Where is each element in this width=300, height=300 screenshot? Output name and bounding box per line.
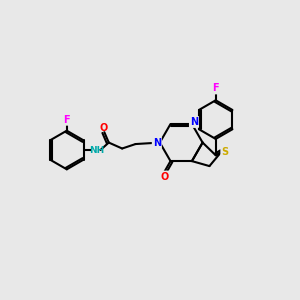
Text: NH: NH [89, 146, 104, 154]
Text: F: F [212, 83, 219, 93]
Text: N: N [153, 138, 161, 148]
Text: F: F [64, 115, 70, 125]
Text: O: O [160, 172, 169, 182]
Text: O: O [100, 123, 108, 133]
Text: S: S [221, 147, 229, 157]
Text: N: N [190, 117, 198, 127]
